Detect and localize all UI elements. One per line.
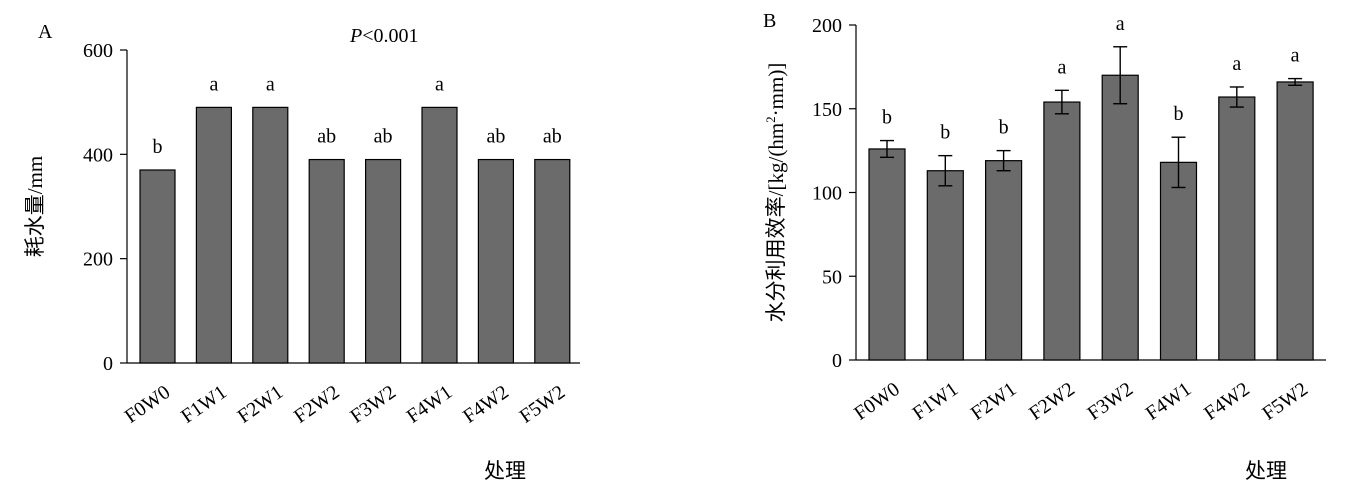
panel-letter: B (763, 10, 776, 32)
chart-panel-a: A 0 200 400 600 b F0W0 a F1W1 a F2W1 ab F2W2 ab F3W2 a F… (23, 21, 580, 483)
panel-letter: A (38, 21, 53, 43)
x-tick-label: F4W1 (403, 381, 457, 428)
y-tick-label: 600 (83, 40, 113, 62)
y-tick-label: 400 (83, 144, 113, 166)
bar (868, 148, 906, 361)
x-tick-label: F3W2 (346, 381, 400, 428)
p-value-symbol: P (349, 25, 362, 47)
bar (1276, 81, 1314, 361)
significance-label: b (999, 117, 1009, 139)
significance-label: b (882, 107, 892, 129)
y-tick-label: 200 (812, 15, 842, 37)
y-axis-label-superscript: 2 (763, 116, 778, 123)
y-axis-label: 耗水量/mm (23, 156, 47, 258)
y-tick-label: 0 (832, 350, 842, 372)
x-tick-label: F4W2 (1200, 378, 1254, 425)
x-axis-label: 处理 (1245, 459, 1287, 483)
significance-label: b (940, 122, 950, 144)
x-tick-label: F0W0 (121, 381, 175, 428)
significance-label: ab (543, 126, 562, 148)
bar (365, 158, 402, 364)
x-tick-label: F5W2 (1258, 378, 1312, 425)
x-tick-label: F0W0 (850, 378, 904, 425)
x-tick-label: F2W2 (290, 381, 344, 428)
bar (252, 106, 289, 364)
significance-label: b (153, 136, 163, 158)
y-tick-label: 0 (103, 353, 113, 375)
bar (421, 106, 458, 364)
y-axis-label-main: 水分利用效率/[kg/(hm (764, 123, 788, 323)
x-tick-label: F2W1 (234, 381, 288, 428)
significance-label: a (1291, 45, 1300, 67)
bar (477, 158, 514, 364)
bar (1218, 96, 1256, 361)
y-tick-label: 150 (812, 99, 842, 121)
y-axis-label-tail: ·mm)] (764, 63, 788, 117)
bar (984, 160, 1023, 361)
x-tick-label: F1W1 (909, 378, 963, 425)
x-axis-label: 处理 (484, 459, 526, 483)
bar (926, 170, 964, 361)
significance-label: a (266, 73, 275, 95)
significance-label: a (1116, 13, 1125, 35)
x-tick-label: F4W1 (1142, 378, 1196, 425)
p-value-annotation: P<0.001 (349, 25, 419, 47)
bar (1159, 161, 1198, 361)
y-axis-label: 水分利用效率/[kg/(hm2·mm)] (763, 63, 788, 323)
significance-label: a (209, 73, 218, 95)
bar (534, 158, 571, 364)
bar (1101, 74, 1139, 361)
x-tick-label: F5W2 (516, 381, 570, 428)
x-tick-label: F1W1 (177, 381, 231, 428)
significance-label: ab (317, 126, 336, 148)
significance-label: ab (374, 126, 393, 148)
significance-label: a (1057, 56, 1066, 78)
x-tick-label: F2W2 (1025, 378, 1079, 425)
significance-label: a (435, 73, 444, 95)
y-tick-label: 200 (83, 249, 113, 271)
x-tick-label: F3W2 (1083, 378, 1137, 425)
bar (139, 169, 176, 364)
y-tick-label: 50 (822, 266, 842, 288)
y-tick-label: 100 (812, 183, 842, 205)
significance-label: b (1174, 103, 1184, 125)
bar (308, 158, 345, 364)
significance-label: a (1232, 53, 1241, 75)
p-value-text: <0.001 (362, 25, 418, 47)
chart-panel-b: B 0 50 100 150 200 b F0W0 b F1W1 b F2W1 a F2W2 a F3W2 b F… (763, 10, 1326, 483)
significance-label: ab (486, 126, 505, 148)
bar (195, 106, 232, 364)
x-tick-label: F4W2 (459, 381, 513, 428)
bar (1043, 101, 1081, 361)
x-tick-label: F2W1 (967, 378, 1021, 425)
